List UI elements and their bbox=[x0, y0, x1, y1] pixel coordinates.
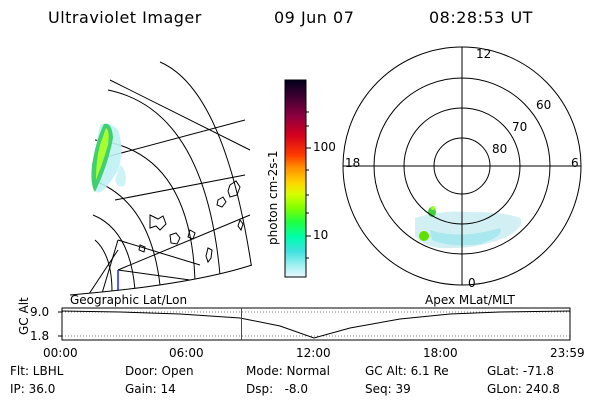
time-tick-1800: 18:00 bbox=[423, 346, 458, 360]
ip-info: IP: 36.0 bbox=[10, 382, 56, 396]
time-tick-0600: 06:00 bbox=[169, 346, 204, 360]
colorbar-tick-100: 100 bbox=[313, 140, 336, 154]
lat-label-80: 80 bbox=[492, 142, 508, 156]
dsp-info: Dsp: -8.0 bbox=[246, 382, 309, 396]
mlt-label-12: 12 bbox=[476, 47, 492, 61]
altitude-axis-label: GC Alt bbox=[17, 297, 31, 335]
lat-label-60: 60 bbox=[536, 98, 552, 112]
geographic-projection-label: Geographic Lat/Lon bbox=[70, 293, 188, 307]
door-info: Door: Open bbox=[125, 364, 194, 378]
time-label: 08:28:53 UT bbox=[429, 8, 533, 27]
date-label: 09 Jun 07 bbox=[274, 8, 355, 27]
altitude-tick-1-8: 1.8 bbox=[30, 329, 50, 343]
aurora-geographic bbox=[91, 123, 126, 193]
time-tick-0000: 00:00 bbox=[43, 346, 78, 360]
apex-projection-label: Apex MLat/MLT bbox=[425, 293, 515, 307]
altitude-curve bbox=[61, 310, 571, 339]
mlt-label-0: 0 bbox=[468, 276, 476, 290]
time-tick-2359: 23:59 bbox=[550, 346, 585, 360]
mode-info: Mode: Normal bbox=[246, 364, 330, 378]
instrument-title: Ultraviolet Imager bbox=[48, 8, 202, 27]
filter-info: Flt: LBHL bbox=[10, 364, 64, 378]
glat-info: GLat: -71.8 bbox=[487, 364, 554, 378]
glon-info: GLon: 240.8 bbox=[487, 382, 560, 396]
gc-alt-info: GC Alt: 6.1 Re bbox=[365, 364, 449, 378]
colorbar-tick-10: 10 bbox=[313, 228, 329, 242]
time-tick-1200: 12:00 bbox=[296, 346, 331, 360]
mlt-label-18: 18 bbox=[345, 156, 361, 170]
mlt-label-6: 6 bbox=[571, 156, 579, 170]
lat-label-70: 70 bbox=[512, 120, 528, 134]
gain-info: Gain: 14 bbox=[125, 382, 176, 396]
altitude-tick-9: 9.0 bbox=[30, 305, 50, 319]
seq-info: Seq: 39 bbox=[365, 382, 411, 396]
